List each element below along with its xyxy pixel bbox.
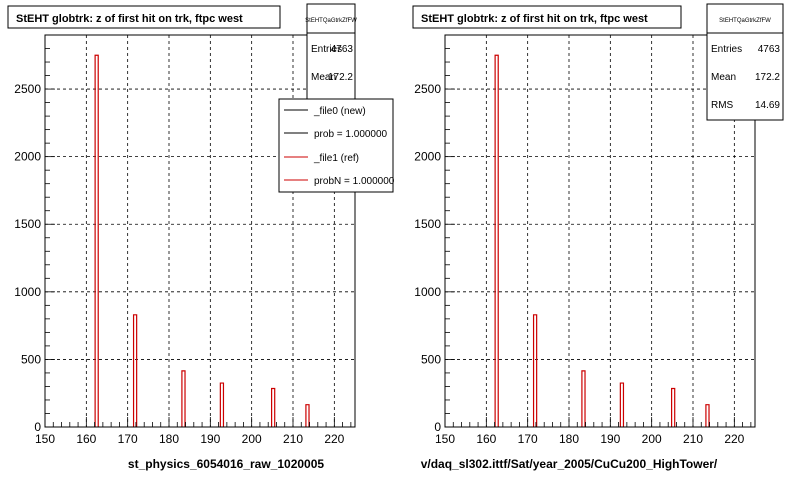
stats-value-mean: 172.2 xyxy=(328,72,353,83)
x-tick-label: 150 xyxy=(435,432,455,446)
y-tick-label: 0 xyxy=(34,420,41,434)
histogram-panel-right: 150 160 170 180 190 200 210 220 0 500 1000 1500 2000… xyxy=(412,3,784,471)
histogram-bar xyxy=(705,404,710,427)
stats-value-entries: 4763 xyxy=(758,44,781,55)
stats-label-entries: Entries xyxy=(711,44,742,55)
x-tick-label: 190 xyxy=(600,432,620,446)
x-tick-label: 170 xyxy=(518,432,538,446)
stats-value-rms: 14.69 xyxy=(755,100,780,111)
plot-frame xyxy=(444,34,756,428)
x-tick-label: 180 xyxy=(559,432,579,446)
stats-label-rms: RMS xyxy=(711,100,734,111)
plot-title: StEHT globtrk: z of first hit on trk, ft… xyxy=(16,13,243,25)
legend-label: _file0 (new) xyxy=(313,106,366,117)
axis-tick-labels: 150 160 170 180 190 200 210 220 0 500 1000 1500 2000… xyxy=(414,82,744,446)
title-box: StEHT globtrk: z of first hit on trk, ft… xyxy=(412,5,682,29)
stats-name: StEHTQaGtrkZfFW xyxy=(719,18,771,24)
histogram-bar xyxy=(532,314,538,427)
y-tick-label: 2500 xyxy=(414,82,441,96)
legend-entry: prob = 1.000000 xyxy=(284,129,388,140)
y-tick-label: 1000 xyxy=(414,285,441,299)
plot-title: StEHT globtrk: z of first hit on trk, ft… xyxy=(421,13,648,25)
x-tick-label: 160 xyxy=(76,432,96,446)
histogram-bar xyxy=(494,54,499,427)
x-tick-label: 210 xyxy=(683,432,703,446)
y-tick-label: 1000 xyxy=(14,285,41,299)
histogram-bar xyxy=(671,387,676,427)
stats-name: StEHTQaGtrkZfFW xyxy=(305,18,357,24)
histogram-bar xyxy=(132,314,138,427)
histogram-panel-left: 150 160 170 180 190 200 210 220 0 500 1000 1500 2000… xyxy=(7,3,395,471)
x-axis-title: v/daq_sl302.ittf/Sat/year_2005/CuCu200_H… xyxy=(421,457,718,471)
x-tick-label: 200 xyxy=(642,432,662,446)
axis-ticks xyxy=(44,34,352,428)
stats-box: StEHTQaGtrkZfFW Entries 4763 Mean 172.2 … xyxy=(706,3,784,121)
y-tick-label: 2000 xyxy=(14,150,41,164)
legend-entry: _file0 (new) xyxy=(284,106,366,117)
histogram-bar xyxy=(219,382,225,427)
stats-value-mean: 172.2 xyxy=(755,72,780,83)
y-tick-label: 500 xyxy=(21,352,41,366)
axis-ticks xyxy=(444,34,752,428)
title-box: StEHT globtrk: z of first hit on trk, ft… xyxy=(7,5,281,29)
x-tick-label: 160 xyxy=(476,432,496,446)
x-tick-label: 190 xyxy=(200,432,220,446)
legend-label: prob = 1.000000 xyxy=(314,129,388,140)
histogram-bar xyxy=(619,382,625,427)
y-tick-label: 1500 xyxy=(414,217,441,231)
histogram-bar xyxy=(94,54,99,427)
plot-grid xyxy=(445,35,755,427)
histogram-bars xyxy=(94,54,310,427)
y-tick-label: 2000 xyxy=(414,150,441,164)
x-axis-title: st_physics_6054016_raw_1020005 xyxy=(128,457,324,471)
histogram-bar xyxy=(305,404,310,427)
histogram-bar xyxy=(581,370,586,427)
x-tick-label: 220 xyxy=(324,432,344,446)
x-tick-label: 180 xyxy=(159,432,179,446)
stats-label-mean: Mean xyxy=(311,72,336,83)
plot-frame xyxy=(44,34,356,428)
legend-label: _file1 (ref) xyxy=(313,153,359,164)
y-tick-label: 1500 xyxy=(14,217,41,231)
x-tick-label: 210 xyxy=(283,432,303,446)
plot-grid xyxy=(45,35,355,427)
x-tick-label: 200 xyxy=(242,432,262,446)
stats-label-mean: Mean xyxy=(711,72,736,83)
axis-tick-labels: 150 160 170 180 190 200 210 220 0 500 1000 1500 2000… xyxy=(14,82,344,446)
histogram-bar xyxy=(271,387,276,427)
x-tick-label: 220 xyxy=(724,432,744,446)
y-tick-label: 500 xyxy=(421,352,441,366)
y-tick-label: 0 xyxy=(434,420,441,434)
y-tick-label: 2500 xyxy=(14,82,41,96)
histogram-bars xyxy=(494,54,710,427)
stats-value-entries: 4763 xyxy=(331,44,354,55)
legend-label: probN = 1.000000 xyxy=(314,176,395,187)
legend-entry: probN = 1.000000 xyxy=(284,176,395,187)
x-tick-label: 170 xyxy=(118,432,138,446)
stats-label-entries: Entries xyxy=(311,44,342,55)
x-tick-label: 150 xyxy=(35,432,55,446)
legend-entry: _file1 (ref) xyxy=(284,153,359,164)
legend-box: _file0 (new) prob = 1.000000 _file1 (ref… xyxy=(278,98,395,193)
histogram-bar xyxy=(181,370,186,427)
